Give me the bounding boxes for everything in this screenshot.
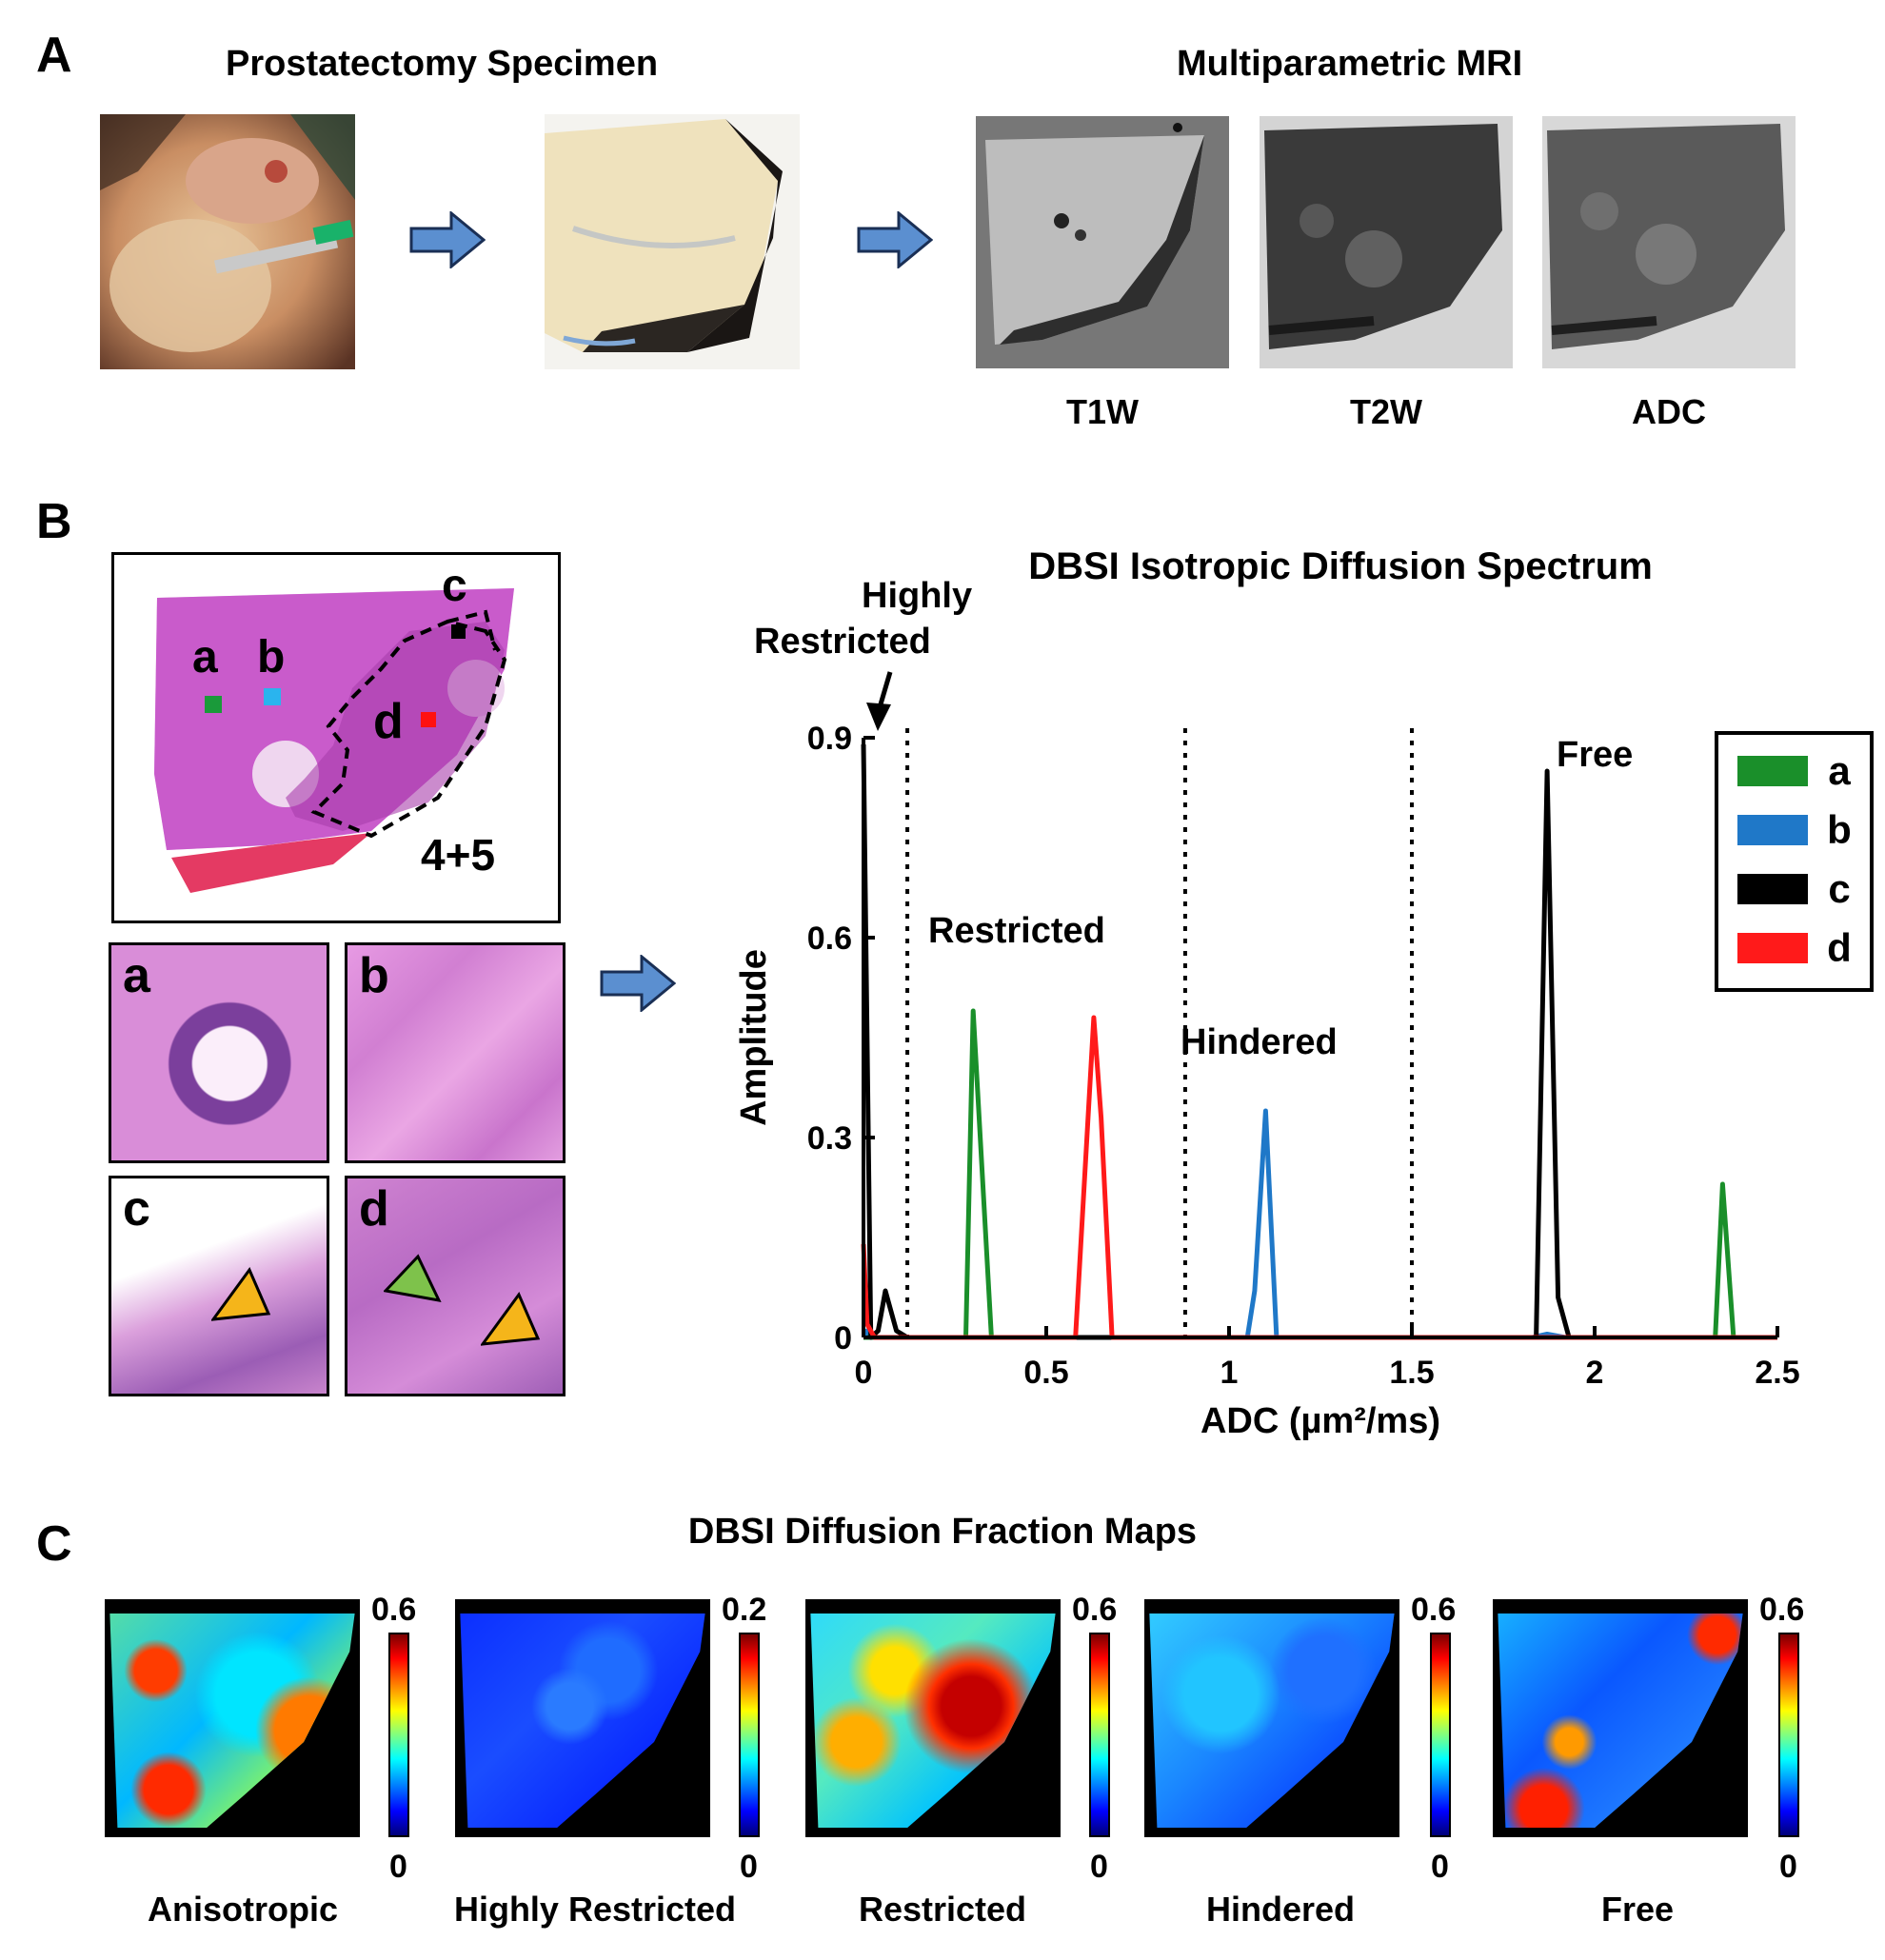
roi-marker-a	[205, 696, 222, 713]
colorbar-restricted	[1089, 1633, 1110, 1837]
prostatectomy-photo	[100, 114, 355, 369]
map-anisotropic	[105, 1599, 360, 1837]
map-heat-highly-restricted	[460, 1614, 705, 1828]
arrow-right-icon	[857, 211, 933, 268]
y-tick-label: 0.6	[807, 921, 852, 957]
x-axis-label: ADC (µm²/ms)	[1200, 1401, 1440, 1441]
map-label-anisotropic: Anisotropic	[147, 1890, 338, 1929]
colorbar-max: 0.6	[1759, 1592, 1805, 1628]
mri-title: Multiparametric MRI	[1177, 44, 1523, 84]
colorbar-min: 0	[1431, 1849, 1449, 1885]
highly-restricted-arrowhead	[866, 703, 891, 731]
histology-closeup-c: c	[109, 1176, 329, 1396]
mri-label-adc: ADC	[1632, 392, 1706, 431]
closeup-label-d: d	[359, 1181, 389, 1237]
map-label-highly-restricted: Highly Restricted	[453, 1890, 737, 1929]
map-heat-free	[1498, 1614, 1743, 1828]
colorbar-highly-restricted	[739, 1633, 760, 1837]
map-heat-anisotropic	[109, 1614, 355, 1828]
legend-swatch-c	[1737, 874, 1808, 904]
histology-whole-mount: a b c d 4+5	[111, 552, 561, 923]
histology-closeup-b: b	[345, 942, 566, 1163]
colorbar-min: 0	[1090, 1849, 1108, 1885]
arrow-right-icon	[600, 955, 676, 1012]
chart-title: DBSI Isotropic Diffusion Spectrum	[1028, 545, 1653, 587]
x-tick-label: 2	[1586, 1355, 1604, 1391]
histology-closeup-d: d	[345, 1176, 566, 1396]
roi-label-a: a	[192, 632, 218, 683]
panel-c-letter: C	[36, 1516, 72, 1572]
x-tick-label: 1.5	[1389, 1355, 1434, 1391]
arrowhead-orange-icon	[481, 1292, 541, 1346]
colorbar-min: 0	[740, 1849, 758, 1885]
arrowhead-green-icon	[384, 1254, 442, 1302]
x-tick-label: 0.5	[1023, 1355, 1068, 1391]
closeup-label-a: a	[123, 948, 150, 1003]
legend-label-b: b	[1827, 807, 1852, 852]
mri-label-t2w: T2W	[1350, 392, 1422, 431]
mri-t2w-image	[1260, 116, 1513, 368]
region-label-free: Free	[1557, 735, 1633, 775]
colorbar-min: 0	[389, 1849, 407, 1885]
x-tick-label: 2.5	[1755, 1355, 1799, 1391]
x-tick-label: 1	[1220, 1355, 1239, 1391]
roi-marker-c	[451, 624, 466, 639]
colorbar-max: 0.2	[722, 1592, 767, 1628]
legend-swatch-b	[1737, 815, 1808, 845]
mri-label-t1w: T1W	[1066, 392, 1139, 431]
closeup-label-b: b	[359, 948, 389, 1003]
map-hindered	[1144, 1599, 1399, 1837]
y-tick-label: 0.9	[807, 721, 852, 757]
map-label-restricted: Restricted	[858, 1890, 1027, 1929]
colorbar-max: 0.6	[1411, 1592, 1457, 1628]
roi-label-b: b	[257, 632, 286, 683]
mri-adc-image	[1542, 116, 1796, 368]
legend-label-a: a	[1828, 748, 1851, 793]
region-label-restricted: Restricted	[928, 911, 1105, 951]
panel-b-letter: B	[36, 494, 72, 549]
map-restricted	[805, 1599, 1061, 1837]
series-line-d	[861, 1015, 1777, 1340]
map-heat-hindered	[1149, 1614, 1395, 1828]
map-label-free: Free	[1600, 1890, 1675, 1929]
colorbar-max: 0.6	[371, 1592, 417, 1628]
roi-label-c: c	[442, 561, 467, 611]
x-tick-label: 0	[855, 1355, 873, 1391]
map-highly-restricted	[455, 1599, 710, 1837]
series-line-b	[861, 1108, 1777, 1340]
dbsi-spectrum-chart: DBSI Isotropic Diffusion Spectrum 0 0.5 1 1…	[734, 545, 1874, 1441]
map-label-hindered: Hindered	[1205, 1890, 1356, 1929]
y-tick-label: 0	[834, 1320, 852, 1356]
roi-marker-d	[421, 712, 436, 727]
colorbar-anisotropic	[388, 1633, 409, 1837]
map-heat-restricted	[810, 1614, 1056, 1828]
gleason-score: 4+5	[421, 830, 496, 880]
map-free	[1493, 1599, 1748, 1837]
colorbar-free	[1778, 1633, 1799, 1837]
roi-marker-b	[264, 688, 281, 705]
colorbar-min: 0	[1779, 1849, 1797, 1885]
legend-swatch-a	[1737, 756, 1808, 786]
region-label-highly-restricted: Highly Restricted	[754, 576, 972, 662]
legend-label-d: d	[1827, 925, 1852, 970]
colorbar-max: 0.6	[1072, 1592, 1118, 1628]
legend-swatch-d	[1737, 933, 1808, 963]
y-tick-label: 0.3	[807, 1120, 852, 1157]
mri-t1w-image	[976, 116, 1229, 368]
panel-a-letter: A	[36, 28, 72, 83]
roi-label-d: d	[373, 694, 404, 749]
specimen-slice-photo	[545, 114, 800, 369]
closeup-label-c: c	[123, 1181, 150, 1237]
arrow-right-icon	[409, 211, 486, 268]
specimen-title: Prostatectomy Specimen	[226, 44, 659, 84]
region-label-hindered: Hindered	[1181, 1022, 1338, 1062]
y-axis-label: Amplitude	[734, 949, 774, 1126]
histology-closeup-a: a	[109, 942, 329, 1163]
arrowhead-orange-icon	[211, 1267, 271, 1321]
colorbar-hindered	[1430, 1633, 1451, 1837]
legend-label-c: c	[1828, 866, 1850, 911]
fraction-maps-title: DBSI Diffusion Fraction Maps	[687, 1512, 1198, 1552]
